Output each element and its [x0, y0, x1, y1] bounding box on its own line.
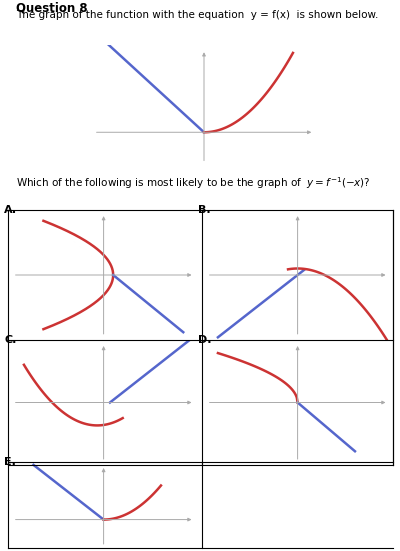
- Text: E.: E.: [4, 457, 16, 467]
- Text: Which of the following is most likely to be the graph of  $y = f^{-1}(-x)$?: Which of the following is most likely to…: [16, 175, 371, 191]
- Text: D.: D.: [198, 335, 212, 345]
- Text: B.: B.: [198, 205, 211, 215]
- Text: Question 8: Question 8: [16, 2, 88, 15]
- Text: The graph of the function with the equation  y = f(x)  is shown below.: The graph of the function with the equat…: [16, 10, 378, 20]
- Text: A.: A.: [4, 205, 17, 215]
- Text: C.: C.: [4, 335, 16, 345]
